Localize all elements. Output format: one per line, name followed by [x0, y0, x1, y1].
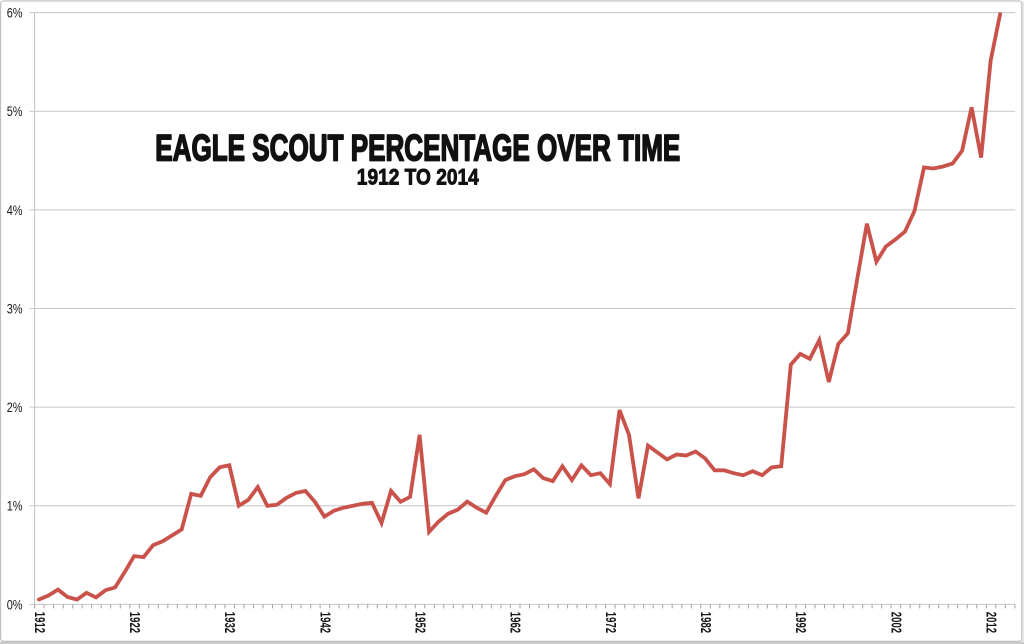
svg-text:1%: 1%: [7, 498, 23, 514]
svg-text:2002: 2002: [887, 612, 903, 633]
svg-text:1942: 1942: [316, 612, 332, 633]
svg-text:1962: 1962: [507, 612, 523, 633]
svg-text:0%: 0%: [7, 596, 23, 612]
svg-text:2012: 2012: [983, 612, 999, 633]
svg-text:1932: 1932: [221, 612, 237, 633]
svg-text:1992: 1992: [792, 612, 808, 633]
svg-text:1922: 1922: [126, 612, 142, 633]
svg-text:3%: 3%: [7, 300, 23, 316]
svg-text:1912: 1912: [31, 612, 47, 633]
svg-text:4%: 4%: [7, 202, 23, 218]
svg-text:6%: 6%: [7, 5, 23, 21]
svg-text:2%: 2%: [7, 399, 23, 415]
svg-text:EAGLE SCOUT PERCENTAGE OVER TI: EAGLE SCOUT PERCENTAGE OVER TIME: [155, 128, 680, 169]
svg-text:1982: 1982: [697, 612, 713, 633]
svg-text:1912 TO 2014: 1912 TO 2014: [357, 165, 479, 190]
svg-text:1952: 1952: [412, 612, 428, 633]
svg-text:5%: 5%: [7, 103, 23, 119]
svg-text:1972: 1972: [602, 612, 618, 633]
